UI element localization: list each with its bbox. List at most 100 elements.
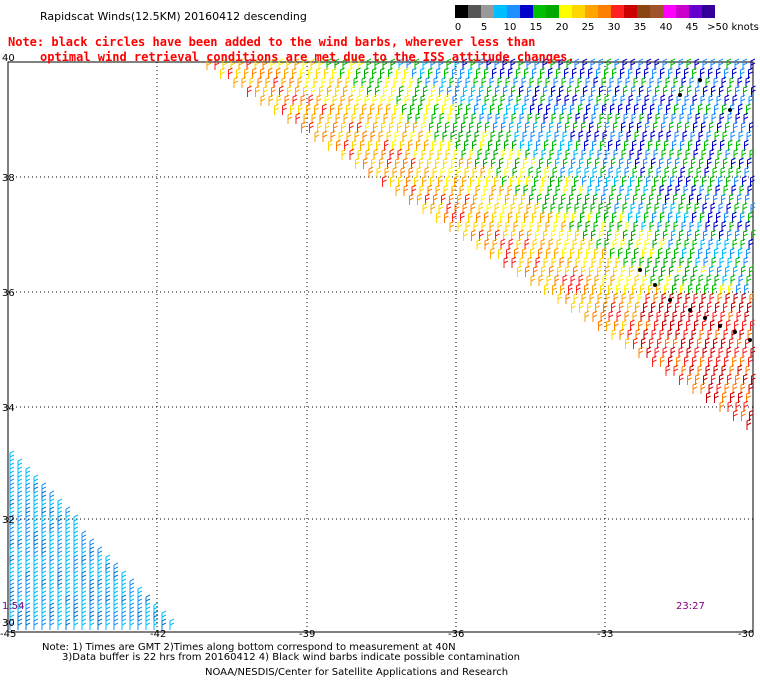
wind-barb	[745, 220, 751, 232]
wind-barb	[645, 148, 651, 160]
wind-barb	[516, 211, 521, 223]
wind-barb	[121, 602, 127, 614]
scale-swatch	[520, 5, 533, 18]
wind-barb	[668, 94, 674, 106]
wind-barb	[341, 121, 346, 133]
wind-barb	[642, 274, 648, 286]
wind-barb	[17, 570, 23, 582]
wind-barb	[734, 346, 740, 358]
wind-barb	[721, 337, 726, 349]
wind-barb	[387, 157, 392, 169]
wind-barb	[562, 130, 568, 142]
wind-barb	[503, 229, 508, 241]
wind-barb	[322, 103, 327, 115]
wind-barb	[246, 58, 252, 70]
wind-barb	[657, 337, 662, 349]
wind-barb	[565, 265, 570, 277]
scale-swatch	[455, 5, 468, 18]
wind-barb	[469, 121, 474, 133]
wind-barb	[410, 130, 416, 142]
wind-barb	[608, 166, 614, 178]
wind-barb	[419, 157, 424, 169]
wind-barb	[675, 184, 681, 196]
wind-barb	[550, 58, 556, 70]
wind-barb	[722, 103, 727, 115]
wind-barb	[731, 184, 737, 196]
wind-barb	[494, 175, 499, 187]
wind-barb	[533, 265, 538, 277]
wind-barb	[262, 58, 268, 70]
wind-barb	[665, 76, 671, 88]
wind-barb	[411, 184, 417, 196]
wind-barb	[636, 67, 641, 79]
wind-barb	[378, 130, 384, 142]
wind-barb	[467, 157, 472, 169]
wind-barb	[113, 610, 119, 622]
wind-barb	[696, 166, 702, 178]
wind-barb	[592, 139, 597, 151]
wind-barb	[73, 538, 79, 550]
wind-barb	[586, 103, 591, 115]
wind-barb	[555, 157, 560, 169]
wind-barb	[732, 238, 738, 250]
wind-barb	[722, 130, 728, 142]
wind-barb	[554, 130, 560, 142]
wind-barb	[600, 310, 606, 322]
wind-barb	[738, 247, 743, 259]
wind-barb	[744, 283, 749, 295]
wind-barb	[500, 211, 505, 223]
wind-barb	[702, 58, 708, 70]
wind-barb	[511, 256, 517, 268]
wind-barb	[460, 94, 466, 106]
wind-barb	[543, 229, 548, 241]
wind-barb	[701, 121, 706, 133]
wind-barb	[679, 112, 685, 124]
wind-barb	[412, 67, 417, 79]
wind-barb	[295, 112, 301, 124]
wind-barb	[695, 112, 701, 124]
wind-barb	[723, 184, 729, 196]
wind-barb	[370, 130, 376, 142]
wind-barb	[593, 76, 599, 88]
wind-barb	[536, 166, 542, 178]
wind-barb	[612, 67, 617, 79]
wind-barb	[308, 94, 314, 106]
wind-barb	[81, 570, 87, 582]
wind-barb	[233, 76, 239, 88]
wind-barb	[522, 247, 527, 259]
wind-barb	[690, 274, 696, 286]
wind-barb	[742, 175, 747, 187]
wind-barb	[284, 94, 290, 106]
wind-barb	[594, 130, 600, 142]
wind-barb	[666, 130, 672, 142]
wind-barb	[506, 130, 512, 142]
wind-barb	[361, 76, 367, 88]
wind-barb	[728, 139, 733, 151]
wind-barb	[9, 610, 15, 622]
wind-barb	[636, 238, 642, 250]
wind-barb	[57, 570, 63, 582]
wind-barb	[633, 337, 638, 349]
wind-barb	[638, 202, 644, 214]
wind-barb	[546, 247, 551, 259]
wind-barb	[621, 148, 627, 160]
wind-barb	[145, 594, 151, 606]
wind-barb	[666, 274, 672, 286]
wind-barb	[457, 76, 463, 88]
wind-barb	[701, 292, 707, 304]
wind-barb	[581, 121, 586, 133]
wind-barb	[685, 148, 691, 160]
wind-barb	[660, 355, 665, 367]
wind-barb	[290, 103, 295, 115]
wind-barb	[747, 301, 752, 313]
wind-barb	[556, 211, 561, 223]
wind-barb	[586, 247, 591, 259]
footer-note-1: Note: 1) Times are GMT 2)Times along bot…	[42, 642, 456, 653]
wind-barb	[582, 202, 588, 214]
wind-barb	[73, 546, 79, 558]
wind-barb	[695, 229, 700, 241]
wind-barb	[479, 85, 484, 97]
wind-barb	[675, 157, 680, 169]
wind-barb	[644, 211, 649, 223]
wind-barb	[481, 220, 487, 232]
